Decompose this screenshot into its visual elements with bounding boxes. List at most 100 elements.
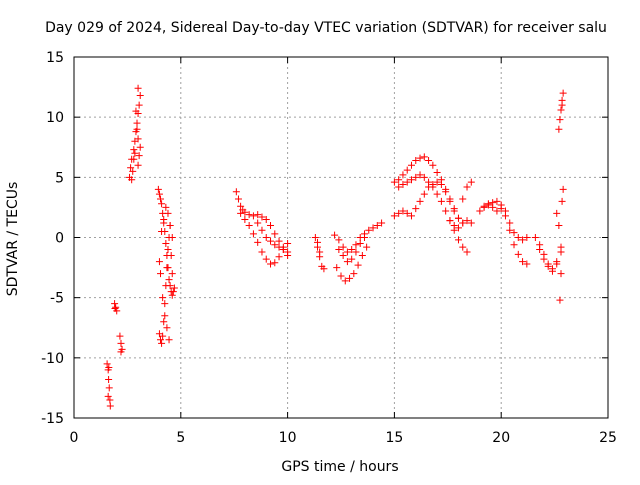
data-point [134, 135, 142, 143]
data-point [249, 230, 257, 238]
data-point [544, 262, 552, 270]
data-point [163, 324, 171, 332]
data-point [425, 156, 433, 164]
data-point [167, 252, 175, 260]
data-point [335, 236, 343, 244]
data-point [116, 332, 124, 340]
series-arc-22 [536, 246, 565, 275]
data-point [390, 212, 398, 220]
data-point [314, 238, 322, 246]
series-arc-23 [555, 89, 567, 304]
series-arc-06 [154, 185, 178, 344]
y-tick-label: -15 [41, 411, 64, 427]
axis-ticks: 0 5 10 15 20 25 -15 -10 -5 0 5 10 15 [41, 50, 617, 446]
data-point [395, 176, 403, 184]
data-point [161, 312, 169, 320]
data-point [553, 209, 561, 217]
data-point [275, 237, 283, 245]
data-point [446, 217, 454, 225]
data-point [262, 215, 270, 223]
data-point [160, 215, 168, 223]
y-tick-label: -10 [41, 351, 64, 367]
data-point [416, 154, 424, 162]
data-point [279, 246, 287, 254]
data-point [267, 260, 275, 268]
series-arc-03 [116, 332, 126, 356]
data-point [339, 252, 347, 260]
data-point [556, 116, 564, 124]
data-point [130, 155, 138, 163]
data-point [337, 272, 345, 280]
data-point [437, 181, 445, 189]
y-tick-label: 15 [46, 50, 64, 66]
data-point [354, 261, 362, 269]
data-point [407, 212, 415, 220]
data-point [106, 402, 114, 410]
data-point [170, 284, 178, 292]
data-point [158, 339, 166, 347]
data-point [399, 171, 407, 179]
data-point [442, 207, 450, 215]
data-point [117, 348, 125, 356]
series-arc-05 [134, 135, 144, 169]
data-point [346, 274, 354, 282]
data-point [493, 207, 501, 215]
data-point [134, 161, 142, 169]
data-point [559, 185, 567, 193]
data-point [136, 92, 144, 100]
data-point [352, 248, 360, 256]
data-point [341, 277, 349, 285]
data-point [450, 221, 458, 229]
data-point [117, 339, 125, 347]
data-point [407, 161, 415, 169]
data-point [463, 217, 471, 225]
data-point [333, 264, 341, 272]
data-point [254, 211, 262, 219]
data-point [519, 236, 527, 244]
data-point [480, 202, 488, 210]
data-point [454, 214, 462, 222]
data-point [158, 227, 166, 235]
data-point [489, 203, 497, 211]
data-point [335, 246, 343, 254]
data-point [523, 260, 531, 268]
data-point [523, 234, 531, 241]
y-tick-label: 0 [55, 231, 64, 247]
data-point [154, 185, 162, 193]
data-point [112, 303, 120, 311]
data-point [429, 161, 437, 169]
data-point [425, 183, 433, 191]
data-point [316, 248, 324, 256]
data-point [493, 197, 501, 205]
data-point [407, 176, 415, 184]
data-point [433, 178, 441, 186]
data-point [258, 248, 266, 256]
data-point [131, 149, 139, 157]
data-point [395, 209, 403, 217]
data-point [130, 146, 138, 154]
data-point [103, 360, 111, 368]
data-point [284, 252, 292, 260]
data-point [558, 197, 566, 205]
data-point [514, 250, 522, 258]
data-point [164, 246, 172, 254]
data-point [164, 209, 172, 217]
data-point [446, 197, 454, 205]
data-point [245, 221, 253, 229]
series-arc-20 [480, 200, 531, 268]
data-point [258, 213, 266, 221]
series-arc-18 [446, 217, 475, 232]
data-point [556, 296, 564, 304]
data-point [249, 212, 257, 220]
series-arc-01 [103, 360, 114, 410]
data-point [450, 207, 458, 215]
data-point [165, 276, 173, 284]
series-arc-19 [476, 197, 531, 244]
data-point [429, 181, 437, 189]
data-point [358, 252, 366, 260]
data-point [159, 332, 167, 340]
data-point [416, 171, 424, 179]
data-point [157, 195, 165, 203]
data-point [135, 152, 143, 160]
